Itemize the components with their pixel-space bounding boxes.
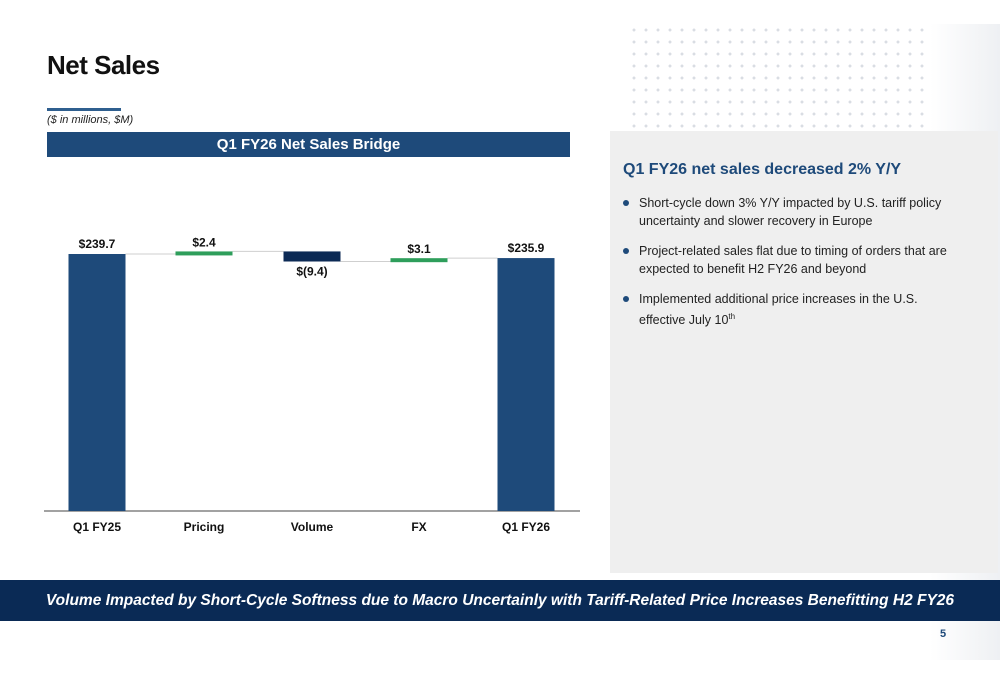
bar-fx xyxy=(390,258,448,263)
bullet-text: Short-cycle down 3% Y/Y impacted by U.S.… xyxy=(639,196,942,228)
page-number: 5 xyxy=(940,628,947,640)
bullet-item: Implemented additional price increases i… xyxy=(623,290,963,329)
panel-title: Q1 FY26 net sales decreased 2% Y/Y xyxy=(623,161,902,178)
bullet-dot-icon xyxy=(623,248,629,254)
bar-volume xyxy=(283,251,341,262)
category-tick-label: Volume xyxy=(291,520,334,534)
decorative-dot-pattern xyxy=(628,24,928,130)
units-note: ($ in millions, $M) xyxy=(47,114,134,126)
footer-banner: Volume Impacted by Short-Cycle Softness … xyxy=(0,580,1000,621)
bar-q1-fy26 xyxy=(497,258,555,511)
bar-q1-fy25 xyxy=(68,254,126,511)
category-tick-label: Pricing xyxy=(184,520,225,534)
commentary-panel: Q1 FY26 net sales decreased 2% Y/Y Short… xyxy=(610,131,998,573)
chart-title: Q1 FY26 Net Sales Bridge xyxy=(47,132,570,157)
bar-pricing xyxy=(175,251,233,256)
data-label: $235.9 xyxy=(508,241,545,255)
bullet-list: Short-cycle down 3% Y/Y impacted by U.S.… xyxy=(623,194,963,341)
bullet-item: Short-cycle down 3% Y/Y impacted by U.S.… xyxy=(623,194,963,230)
data-label: $3.1 xyxy=(407,242,431,256)
title-underline xyxy=(47,108,121,111)
bullet-text: Implemented additional price increases i… xyxy=(639,292,918,328)
footer-banner-text: Volume Impacted by Short-Cycle Softness … xyxy=(45,591,955,609)
waterfall-chart: $239.7 Q1 FY25 $2.4 Pricing $(9.4) Volume $3.1… xyxy=(44,235,580,534)
bullet-dot-icon xyxy=(623,200,629,206)
data-label: $2.4 xyxy=(192,235,216,249)
category-tick-label: Q1 FY26 xyxy=(502,520,550,534)
bullet-text: Project-related sales flat due to timing… xyxy=(639,244,947,276)
category-tick-label: Q1 FY25 xyxy=(73,520,121,534)
page-title: Net Sales xyxy=(47,50,160,80)
bullet-item: Project-related sales flat due to timing… xyxy=(623,242,963,278)
category-tick-label: FX xyxy=(411,520,426,534)
bullet-superscript: th xyxy=(728,312,736,321)
bullet-dot-icon xyxy=(623,296,629,302)
data-label: $239.7 xyxy=(79,237,116,251)
data-label: $(9.4) xyxy=(296,265,327,279)
